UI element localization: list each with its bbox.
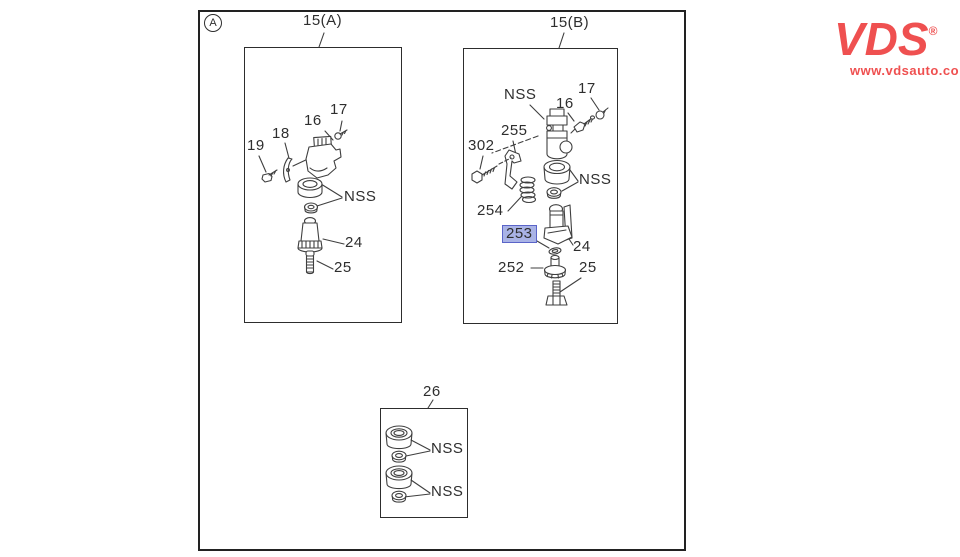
registered-mark: ® — [928, 24, 938, 38]
part-253-ring-drawing — [548, 247, 562, 255]
callout-16-b[interactable]: 16 — [556, 95, 574, 112]
part-nss-seal-drawing-a — [297, 177, 323, 214]
vds-logo-text: VDS® — [834, 13, 938, 65]
box-15a-title: 15(A) — [303, 12, 343, 29]
box-15b — [463, 48, 618, 324]
callout-16-a[interactable]: 16 — [304, 112, 322, 129]
part-302-bolt-drawing — [471, 157, 512, 184]
callout-25-b[interactable]: 25 — [579, 259, 597, 276]
dash-leader-box-b — [491, 135, 539, 154]
part-25-bolt-drawing-a — [305, 250, 315, 275]
part-nss-cap2-drawing — [385, 465, 413, 503]
part-254-spring-drawing — [519, 176, 537, 204]
callout-18[interactable]: 18 — [272, 125, 290, 142]
callout-19[interactable]: 19 — [247, 137, 265, 154]
leader-lines-box-a — [258, 32, 345, 270]
vds-website-link[interactable]: www.vdsauto.com — [850, 63, 960, 78]
callout-nss-b-top: NSS — [504, 86, 537, 103]
part-body-drawing-b — [546, 108, 573, 160]
callout-24-a[interactable]: 24 — [345, 234, 363, 251]
part-19-bolt-drawing — [261, 169, 278, 183]
part-24-drawing-b — [543, 204, 573, 245]
callout-nss-b-mid: NSS — [579, 171, 612, 188]
callout-254[interactable]: 254 — [477, 202, 504, 219]
callout-252[interactable]: 252 — [498, 259, 525, 276]
callout-255[interactable]: 255 — [501, 122, 528, 139]
leader-lines-box-c — [403, 399, 434, 498]
box-26 — [380, 408, 468, 518]
part-25-bolt-drawing-b — [545, 280, 568, 306]
part-24-drawing-a — [297, 217, 323, 253]
callout-302[interactable]: 302 — [468, 137, 495, 154]
diagram-outer-frame — [198, 10, 686, 551]
box-15a — [244, 47, 402, 323]
part-16-body-drawing-a — [305, 135, 342, 179]
view-label-circle-a: A — [204, 14, 222, 32]
callout-25-a[interactable]: 25 — [334, 259, 352, 276]
part-255-bracket-drawing — [504, 149, 522, 190]
part-nss-cup-drawing-b — [543, 159, 571, 199]
callout-17-a[interactable]: 17 — [330, 101, 348, 118]
part-252-gear-drawing — [543, 254, 567, 279]
part-17-screw-drawing-b — [595, 107, 609, 120]
leader-lines-box-b — [479, 32, 600, 293]
part-nss-cap1-drawing — [385, 425, 413, 463]
view-label-a: A — [209, 17, 217, 29]
callout-253-selected[interactable]: 253 — [502, 225, 537, 243]
callout-17-b[interactable]: 17 — [578, 80, 596, 97]
callout-nss-c1: NSS — [431, 440, 464, 457]
box-15b-title: 15(B) — [550, 14, 590, 31]
part-16-sensor-drawing-b — [570, 115, 596, 134]
vds-logo[interactable]: VDS® www.vdsauto.com — [834, 16, 960, 78]
box-26-title: 26 — [423, 383, 441, 400]
callout-nss-c2: NSS — [431, 483, 464, 500]
part-17-screw-drawing-a — [334, 129, 348, 140]
callout-24-b[interactable]: 24 — [573, 238, 591, 255]
callout-nss-a: NSS — [344, 188, 377, 205]
